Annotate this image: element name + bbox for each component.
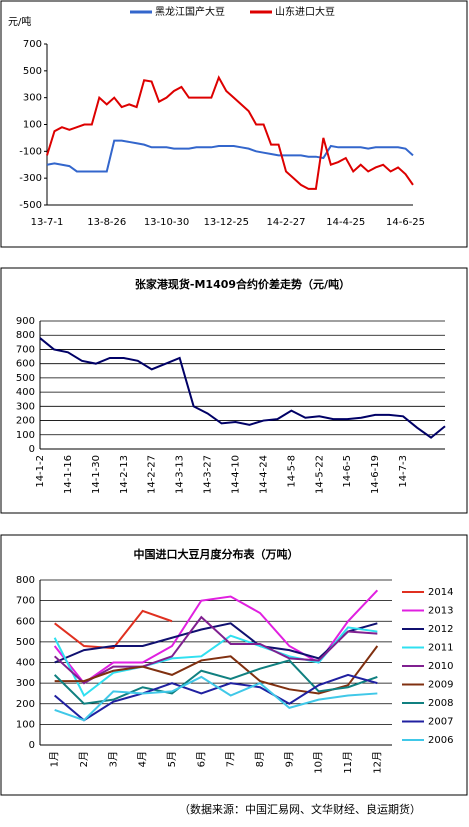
x-tick-label: 13-8-26 (87, 217, 126, 228)
legend-label: 2009 (428, 680, 453, 691)
line-series (46, 139, 414, 173)
y-tick-label: 600 (16, 616, 35, 627)
x-tick-label: 9月 (283, 751, 295, 767)
x-tick-label: 3月 (107, 751, 119, 767)
legend-label: 2008 (428, 698, 453, 709)
y-tick-label: -500 (19, 200, 42, 211)
x-tick-label: 4月 (137, 751, 149, 767)
y-tick-label: 400 (16, 387, 35, 398)
x-tick-label: 13-7-1 (31, 217, 64, 228)
legend-label: 2012 (428, 624, 453, 635)
x-tick-label: 14-1-16 (63, 455, 74, 494)
footer: （数据来源：中国汇易网、文华财经、良运期货） (179, 802, 421, 816)
y-tick-label: 500 (16, 373, 35, 384)
y-tick-label: 900 (16, 316, 35, 327)
legend-label: 山东进口大豆 (275, 5, 335, 18)
x-tick-label: 1月 (49, 751, 61, 767)
line-series (39, 337, 446, 439)
chart-title: 张家港现货-M1409合约价差走势（元/吨） (135, 277, 350, 291)
x-tick-label: 14-2-27 (147, 455, 158, 494)
x-tick-label: 11月 (342, 751, 354, 774)
y-axis-label: 元/吨 (8, 15, 31, 28)
legend-label: 2006 (428, 735, 453, 746)
line-series (54, 673, 378, 722)
y-tick-label: -100 (19, 146, 42, 157)
y-tick-label: 500 (23, 66, 42, 77)
y-tick-label: 0 (29, 740, 35, 751)
line-series (54, 609, 173, 650)
y-tick-label: -300 (19, 173, 42, 184)
x-tick-label: 14-4-25 (326, 217, 365, 228)
line-series (53, 589, 379, 685)
y-tick-label: 800 (16, 575, 35, 586)
x-tick-label: 14-7-3 (398, 455, 409, 488)
y-tick-label: 800 (16, 330, 35, 341)
legend-label: 2007 (428, 717, 453, 728)
y-tick-label: 700 (16, 344, 35, 355)
x-tick-label: 6月 (195, 751, 207, 767)
chart-frame (0, 267, 468, 514)
x-tick-label: 14-1-30 (91, 455, 102, 494)
x-tick-label: 14-5-22 (314, 455, 325, 494)
y-tick-label: 0 (29, 444, 35, 455)
legend-label: 2011 (428, 643, 453, 654)
y-tick-label: 200 (16, 416, 35, 427)
line-series (54, 645, 379, 695)
x-tick-label: 2月 (78, 751, 90, 767)
y-tick-label: 100 (16, 719, 35, 730)
chart-frame (0, 534, 468, 796)
x-tick-label: 14-2-27 (267, 217, 306, 228)
x-tick-label: 12月 (371, 751, 383, 774)
x-tick-label: 14-6-5 (342, 455, 353, 488)
chart-frame (0, 0, 468, 248)
x-tick-label: 14-2-13 (119, 455, 130, 494)
x-tick-label: 14-6-19 (370, 455, 381, 494)
x-tick-label: 8月 (254, 751, 266, 767)
x-tick-label: 14-4-10 (231, 455, 242, 494)
y-tick-label: 300 (16, 401, 35, 412)
y-tick-label: 100 (23, 120, 42, 131)
y-tick-label: 300 (23, 93, 42, 104)
x-tick-label: 14-6-25 (386, 217, 425, 228)
legend-label: 2010 (428, 661, 453, 672)
x-tick-label: 14-1-2 (35, 455, 46, 488)
line-series (53, 615, 378, 685)
x-tick-label: 14-3-13 (175, 455, 186, 494)
y-tick-label: 700 (23, 39, 42, 50)
y-tick-label: 100 (16, 430, 35, 441)
chart-title: 中国进口大豆月度分布表（万吨） (134, 547, 299, 561)
x-tick-label: 13-12-25 (204, 217, 249, 228)
x-tick-label: 10月 (313, 751, 325, 774)
x-tick-label: 5月 (166, 751, 178, 767)
legend-label: 2013 (428, 606, 453, 617)
y-tick-label: 500 (16, 637, 35, 648)
line-series (53, 659, 378, 705)
x-tick-label: 14-4-24 (258, 455, 269, 494)
legend-label: 2014 (428, 587, 453, 598)
y-tick-label: 200 (16, 699, 35, 710)
line-series (54, 675, 378, 722)
x-tick-label: 14-5-8 (286, 455, 297, 488)
y-tick-label: 700 (16, 596, 35, 607)
line-series (54, 622, 378, 664)
y-tick-label: 400 (16, 658, 35, 669)
y-tick-label: 300 (16, 678, 35, 689)
legend-label: 黑龙江国产大豆 (155, 5, 225, 18)
x-tick-label: 14-3-27 (203, 455, 214, 494)
line-series (46, 75, 414, 190)
x-tick-label: 7月 (225, 751, 237, 767)
x-tick-label: 13-10-30 (144, 217, 189, 228)
y-tick-label: 600 (16, 359, 35, 370)
